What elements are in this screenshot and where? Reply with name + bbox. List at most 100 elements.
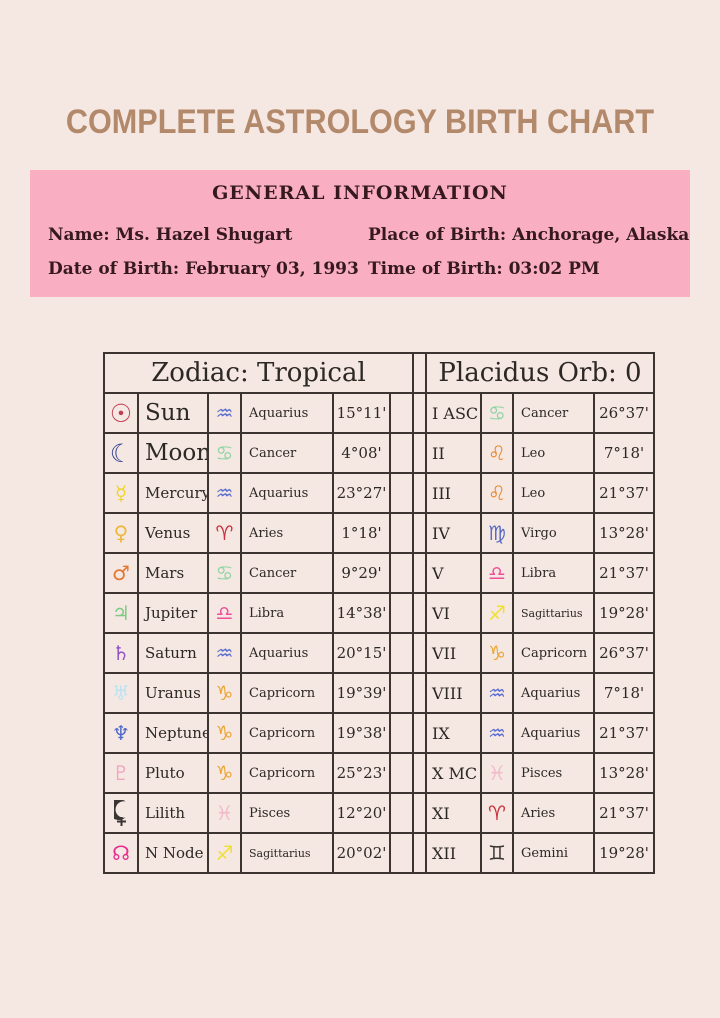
- house-sign-name: Leo: [514, 434, 595, 474]
- neptune-icon: ♆: [105, 714, 139, 754]
- spacer-cell: [391, 514, 414, 554]
- pisces-icon: ♓: [482, 754, 514, 794]
- house-label: V: [427, 554, 482, 594]
- house-label: II: [427, 434, 482, 474]
- pisces-icon: ♓: [209, 794, 242, 834]
- planet-name: Neptune: [139, 714, 209, 754]
- house-label: IV: [427, 514, 482, 554]
- aquarius-icon: ♒: [209, 394, 242, 434]
- house-label: VII: [427, 634, 482, 674]
- house-degree: 19°28': [595, 834, 655, 874]
- table-gap: [414, 434, 427, 474]
- house-label: VIII: [427, 674, 482, 714]
- house-degree: 7°18': [595, 674, 655, 714]
- sagittarius-icon: ♐: [482, 594, 514, 634]
- general-info-fields: Name: Ms. Hazel Shugart Place of Birth: …: [48, 218, 689, 286]
- planet-name: Sun: [139, 394, 209, 434]
- venus-icon: ♀: [105, 514, 139, 554]
- spacer-cell: [391, 474, 414, 514]
- time-of-birth-field: Time of Birth: 03:02 PM: [368, 259, 600, 279]
- planet-sign-name: Sagittarius: [242, 834, 334, 874]
- planet-sign-name: Libra: [242, 594, 334, 634]
- planet-degree: 20°02': [334, 834, 391, 874]
- general-info-heading: GENERAL INFORMATION: [212, 182, 508, 204]
- leo-icon: ♌: [482, 474, 514, 514]
- aquarius-icon: ♒: [209, 474, 242, 514]
- gemini-icon: ♊: [482, 834, 514, 874]
- cancer-icon: ♋: [209, 554, 242, 594]
- table-gap: [414, 834, 427, 874]
- planet-degree: 20°15': [334, 634, 391, 674]
- planet-name: Venus: [139, 514, 209, 554]
- sagittarius-icon: ♐: [209, 834, 242, 874]
- n-node-icon: ☊: [105, 834, 139, 874]
- house-label: IX: [427, 714, 482, 754]
- table-gap: [414, 554, 427, 594]
- planet-name: Uranus: [139, 674, 209, 714]
- planet-sign-name: Capricorn: [242, 754, 334, 794]
- table-gap: [414, 754, 427, 794]
- planet-sign-name: Cancer: [242, 554, 334, 594]
- planet-degree: 4°08': [334, 434, 391, 474]
- house-sign-name: Aquarius: [514, 714, 595, 754]
- planet-sign-name: Cancer: [242, 434, 334, 474]
- house-degree: 19°28': [595, 594, 655, 634]
- planet-sign-name: Aquarius: [242, 394, 334, 434]
- saturn-icon: ♄: [105, 634, 139, 674]
- planet-degree: 14°38': [334, 594, 391, 634]
- planet-name: Pluto: [139, 754, 209, 794]
- planet-degree: 25°23': [334, 754, 391, 794]
- house-degree: 21°37': [595, 554, 655, 594]
- spacer-cell: [391, 634, 414, 674]
- table-gap: [414, 674, 427, 714]
- house-label: XII: [427, 834, 482, 874]
- aquarius-icon: ♒: [482, 674, 514, 714]
- mercury-icon: ☿: [105, 474, 139, 514]
- house-label: I ASC: [427, 394, 482, 434]
- planet-name: Lilith: [139, 794, 209, 834]
- spacer-cell: [391, 434, 414, 474]
- house-degree: 7°18': [595, 434, 655, 474]
- mars-icon: ♂: [105, 554, 139, 594]
- planet-sign-name: Capricorn: [242, 714, 334, 754]
- table-gap: [414, 394, 427, 434]
- planet-degree: 12°20': [334, 794, 391, 834]
- house-degree: 26°37': [595, 394, 655, 434]
- house-label: XI: [427, 794, 482, 834]
- spacer-cell: [391, 674, 414, 714]
- house-degree: 21°37': [595, 794, 655, 834]
- pluto-icon: ♇: [105, 754, 139, 794]
- planet-sign-name: Aquarius: [242, 634, 334, 674]
- planet-name: Jupiter: [139, 594, 209, 634]
- spacer-cell: [391, 794, 414, 834]
- house-degree: 13°28': [595, 754, 655, 794]
- libra-icon: ♎: [482, 554, 514, 594]
- planet-degree: 1°18': [334, 514, 391, 554]
- house-label: VI: [427, 594, 482, 634]
- planet-name: N Node: [139, 834, 209, 874]
- spacer-cell: [391, 714, 414, 754]
- cancer-icon: ♋: [209, 434, 242, 474]
- aquarius-icon: ♒: [482, 714, 514, 754]
- planet-sign-name: Capricorn: [242, 674, 334, 714]
- house-sign-name: Aries: [514, 794, 595, 834]
- house-sign-name: Libra: [514, 554, 595, 594]
- spacer-cell: [391, 754, 414, 794]
- house-sign-name: Pisces: [514, 754, 595, 794]
- table-gap: [414, 514, 427, 554]
- general-info-panel: GENERAL INFORMATION Name: Ms. Hazel Shug…: [30, 170, 690, 297]
- birth-chart-table: Zodiac: Tropical Placidus Orb: 0 ☉ Sun ♒ Aq…: [103, 352, 655, 874]
- table-gap: [414, 634, 427, 674]
- house-sign-name: Sagittarius: [514, 594, 595, 634]
- sun-icon: ☉: [105, 394, 139, 434]
- date-of-birth-field: Date of Birth: February 03, 1993: [48, 259, 359, 279]
- house-sign-name: Gemini: [514, 834, 595, 874]
- capricorn-icon: ♑: [209, 754, 242, 794]
- page-title: COMPLETE ASTROLOGY BIRTH CHART: [65, 103, 655, 141]
- lilith-icon: [105, 794, 139, 834]
- house-label: III: [427, 474, 482, 514]
- capricorn-icon: ♑: [209, 714, 242, 754]
- aries-icon: ♈: [482, 794, 514, 834]
- spacer-cell: [391, 834, 414, 874]
- spacer-cell: [391, 394, 414, 434]
